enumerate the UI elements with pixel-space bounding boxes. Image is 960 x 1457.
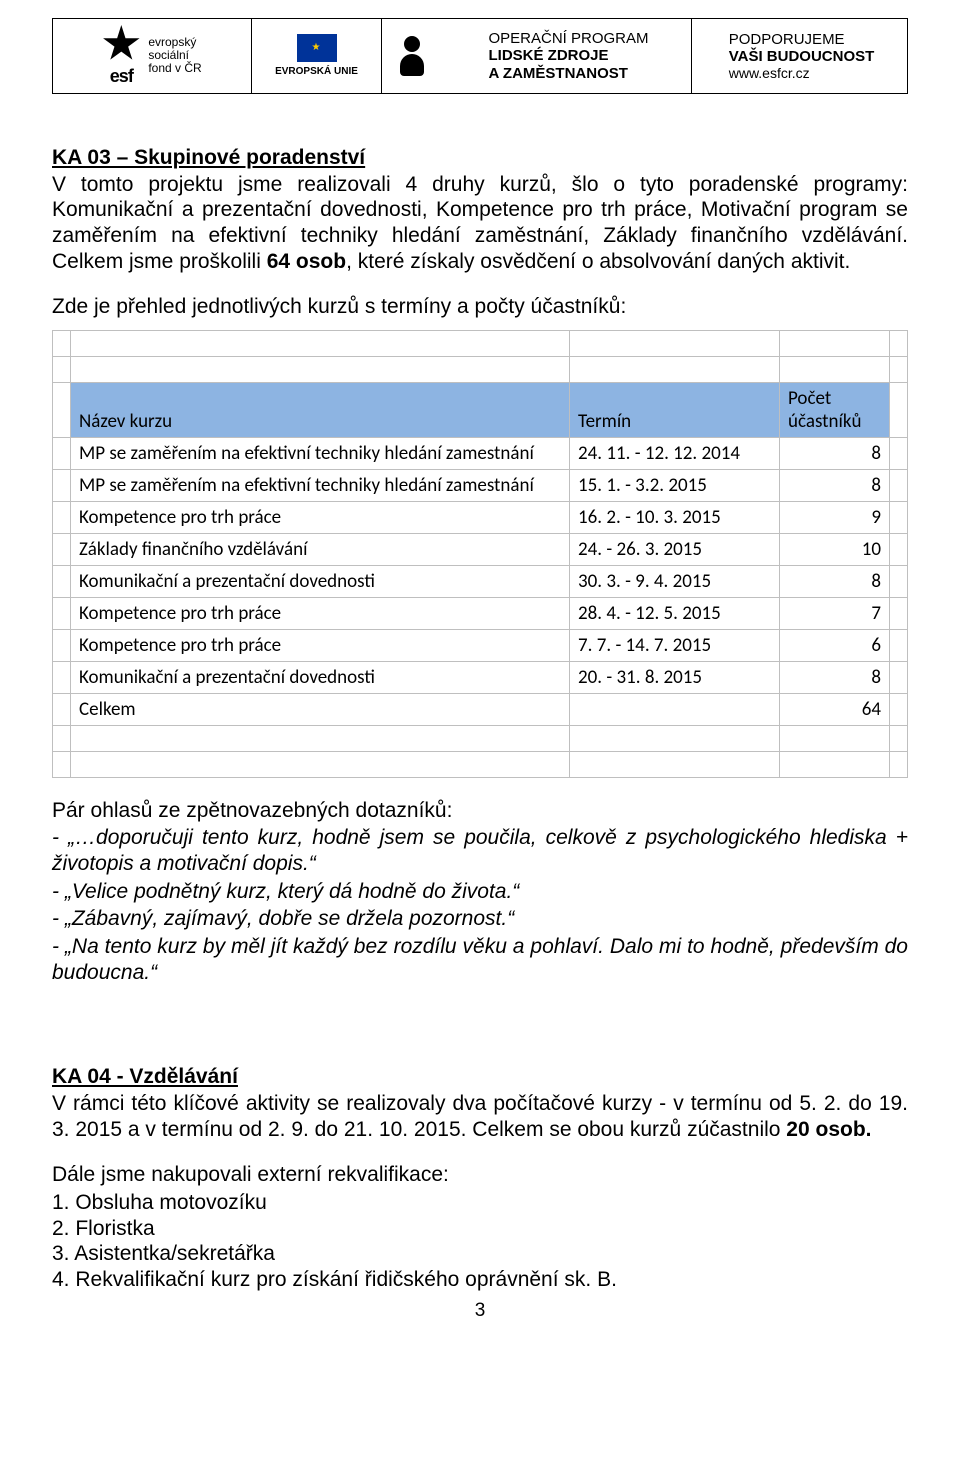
ka03-para-bold: 64 osob <box>267 250 346 273</box>
cell-name: MP se zaměřením na efektivní techniky hl… <box>71 437 570 469</box>
table-row: Kompetence pro trh práce7. 7. - 14. 7. 2… <box>53 629 908 661</box>
op-line2: LIDSKÉ ZDROJE <box>488 47 648 64</box>
table-row: Základy finančního vzdělávání24. - 26. 3… <box>53 533 908 565</box>
feedback-q4: - „Na tento kurz by měl jít každý bez ro… <box>52 934 908 985</box>
table-row: Komunikační a prezentační dovednosti30. … <box>53 565 908 597</box>
ka04-paragraph: V rámci této klíčové aktivity se realizo… <box>52 1091 908 1142</box>
ka04-para-bold: 20 osob. <box>786 1118 871 1141</box>
total-value: 64 <box>780 693 890 725</box>
logo-esf: esf evropský sociální fond v ČR <box>52 18 252 94</box>
cell-count: 6 <box>780 629 890 661</box>
feedback-q2: - „Velice podnětný kurz, který dá hodně … <box>52 879 908 905</box>
logo-eu: EVROPSKÁ UNIE <box>252 18 382 94</box>
logo-op: OPERAČNÍ PROGRAM LIDSKÉ ZDROJE A ZAMĚSTN… <box>442 18 692 94</box>
esf-text-3: fond v ČR <box>148 62 201 75</box>
op-line1: OPERAČNÍ PROGRAM <box>488 30 648 47</box>
support-url: www.esfcr.cz <box>729 65 875 81</box>
logo-support: PODPORUJEME VAŠI BUDOUCNOST www.esfcr.cz <box>692 18 908 94</box>
cell-name: MP se zaměřením na efektivní techniky hl… <box>71 469 570 501</box>
th-name: Název kurzu <box>71 382 570 437</box>
logo-person <box>382 18 442 94</box>
cell-term: 30. 3. - 9. 4. 2015 <box>570 565 780 597</box>
cell-name: Komunikační a prezentační dovednosti <box>71 565 570 597</box>
feedback-q3: - „Zábavný, zajímavý, dobře se držela po… <box>52 906 908 932</box>
ka04-title: KA 04 - Vzdělávání <box>52 1065 908 1089</box>
cell-term: 15. 1. - 3.2. 2015 <box>570 469 780 501</box>
list-item: 1. Obsluha motovozíku <box>52 1190 908 1216</box>
table-row: Kompetence pro trh práce28. 4. - 12. 5. … <box>53 597 908 629</box>
cell-count: 8 <box>780 437 890 469</box>
list-item: 2. Floristka <box>52 1216 908 1242</box>
table-row: MP se zaměřením na efektivní techniky hl… <box>53 437 908 469</box>
cell-count: 8 <box>780 661 890 693</box>
cell-count: 10 <box>780 533 890 565</box>
course-table: Název kurzu Termín Počet účastníků MP se… <box>52 330 908 778</box>
qualification-list: 1. Obsluha motovozíku2. Floristka3. Asis… <box>52 1190 908 1292</box>
th-count: Počet účastníků <box>780 382 890 437</box>
cell-term: 28. 4. - 12. 5. 2015 <box>570 597 780 629</box>
ka04-lead: Dále jsme nakupovali externí rekvalifika… <box>52 1162 908 1188</box>
table-row: Komunikační a prezentační dovednosti20. … <box>53 661 908 693</box>
eu-flag-icon <box>297 34 337 62</box>
feedback-lead: Pár ohlasů ze zpětnovazebných dotazníků: <box>52 798 908 824</box>
ka04-para-before: V rámci této klíčové aktivity se realizo… <box>52 1092 908 1141</box>
cell-count: 8 <box>780 469 890 501</box>
page-number: 3 <box>52 1300 908 1322</box>
header-logos: esf evropský sociální fond v ČR EVROPSKÁ… <box>52 0 908 102</box>
cell-name: Komunikační a prezentační dovednosti <box>71 661 570 693</box>
list-item: 4. Rekvalifikační kurz pro získání řidič… <box>52 1267 908 1293</box>
cell-term: 24. - 26. 3. 2015 <box>570 533 780 565</box>
table-row: Kompetence pro trh práce16. 2. - 10. 3. … <box>53 501 908 533</box>
cell-term: 7. 7. - 14. 7. 2015 <box>570 629 780 661</box>
cell-name: Základy finančního vzdělávání <box>71 533 570 565</box>
cell-term: 20. - 31. 8. 2015 <box>570 661 780 693</box>
cell-name: Kompetence pro trh práce <box>71 629 570 661</box>
cell-count: 9 <box>780 501 890 533</box>
cell-name: Kompetence pro trh práce <box>71 597 570 629</box>
person-icon <box>396 36 428 76</box>
eu-label: EVROPSKÁ UNIE <box>275 66 358 77</box>
esf-label: esf <box>110 67 133 87</box>
cell-term: 16. 2. - 10. 3. 2015 <box>570 501 780 533</box>
cell-name: Kompetence pro trh práce <box>71 501 570 533</box>
ka03-para-after: , které získaly osvědčení o absolvování … <box>346 250 850 273</box>
ka03-title: KA 03 – Skupinové poradenství <box>52 146 908 170</box>
cell-count: 7 <box>780 597 890 629</box>
th-term: Termín <box>570 382 780 437</box>
ka03-paragraph: V tomto projektu jsme realizovali 4 druh… <box>52 172 908 274</box>
cell-term: 24. 11. - 12. 12. 2014 <box>570 437 780 469</box>
feedback-q1: - „…doporučuji tento kurz, hodně jsem se… <box>52 825 908 876</box>
cell-count: 8 <box>780 565 890 597</box>
support-line2: VAŠI BUDOUCNOST <box>729 48 875 65</box>
list-item: 3. Asistentka/sekretářka <box>52 1241 908 1267</box>
support-line1: PODPORUJEME <box>729 31 875 48</box>
op-line3: A ZAMĚSTNANOST <box>488 65 648 82</box>
esf-star-icon <box>102 25 140 63</box>
ka03-lead: Zde je přehled jednotlivých kurzů s term… <box>52 294 908 320</box>
total-label: Celkem <box>71 693 570 725</box>
table-row: MP se zaměřením na efektivní techniky hl… <box>53 469 908 501</box>
